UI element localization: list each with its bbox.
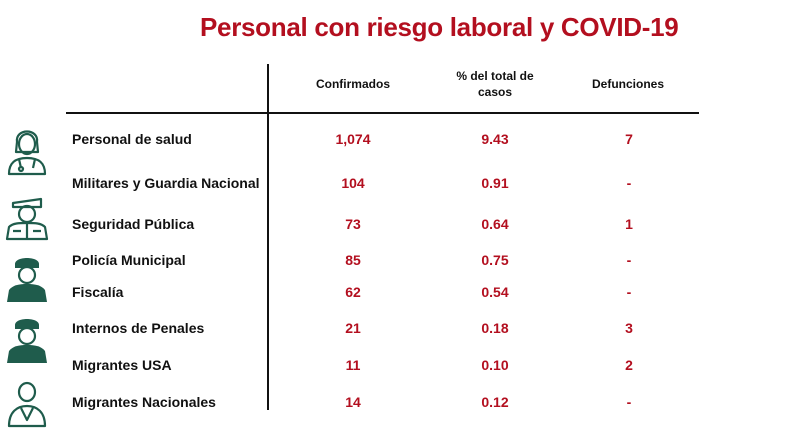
cell-defunciones: - xyxy=(626,394,632,410)
cell-pct: 0.18 xyxy=(481,320,509,336)
cell-confirmados: 104 xyxy=(341,175,365,191)
cell-confirmados: 14 xyxy=(345,394,361,410)
cell-confirmados: 62 xyxy=(345,284,361,300)
cell-defunciones: 3 xyxy=(625,320,633,336)
cell-confirmados: 85 xyxy=(345,252,361,268)
table-vertical-divider xyxy=(267,64,269,410)
cell-pct: 0.64 xyxy=(481,216,509,232)
page-title: Personal con riesgo laboral y COVID-19 xyxy=(200,12,679,42)
cell-pct: 9.43 xyxy=(481,131,509,147)
table-row: Personal de salud 1,074 9.43 7 xyxy=(0,124,800,154)
cell-pct: 0.75 xyxy=(481,252,509,268)
table-row: Migrantes USA 11 0.10 2 xyxy=(0,350,800,380)
cell-defunciones: 7 xyxy=(625,131,633,147)
cell-defunciones: - xyxy=(626,175,632,191)
row-label: Migrantes USA xyxy=(72,357,172,373)
cell-confirmados: 11 xyxy=(345,357,361,373)
row-label: Seguridad Pública xyxy=(72,216,195,232)
row-label: Fiscalía xyxy=(72,284,124,300)
table-row: Internos de Penales 21 0.18 3 xyxy=(0,313,800,343)
cell-pct: 0.91 xyxy=(481,175,509,191)
header-defunciones: Defunciones xyxy=(591,77,664,91)
row-label: Policía Municipal xyxy=(72,252,186,268)
row-label: Militares y Guardia Nacional xyxy=(72,175,260,191)
cell-confirmados: 1,074 xyxy=(335,131,371,147)
table-row: Seguridad Pública 73 0.64 1 xyxy=(0,209,800,239)
cell-defunciones: - xyxy=(626,284,632,300)
row-label: Internos de Penales xyxy=(72,320,205,336)
migrant-icon xyxy=(7,381,47,428)
military-officer-icon xyxy=(5,197,49,241)
health-worker-icon xyxy=(7,130,47,176)
cell-pct: 0.10 xyxy=(481,357,509,373)
table-row: Policía Municipal 85 0.75 - xyxy=(0,245,800,275)
cell-defunciones: 2 xyxy=(625,357,633,373)
cell-confirmados: 21 xyxy=(345,320,361,336)
table-row: Militares y Guardia Nacional 104 0.91 - xyxy=(0,168,800,198)
cell-pct: 0.54 xyxy=(481,284,509,300)
table-header-divider xyxy=(66,112,699,114)
police-officer-icon xyxy=(7,258,47,302)
cell-pct: 0.12 xyxy=(481,394,509,410)
cell-defunciones: - xyxy=(626,252,632,268)
header-confirmados: Confirmados xyxy=(315,77,390,91)
cell-defunciones: 1 xyxy=(625,216,633,232)
cell-confirmados: 73 xyxy=(345,216,361,232)
row-label: Personal de salud xyxy=(72,131,192,147)
table-row: Migrantes Nacionales 14 0.12 - xyxy=(0,387,800,417)
table-row: Fiscalía 62 0.54 - xyxy=(0,277,800,307)
header-pct-total: % del total de casos xyxy=(456,69,534,99)
row-label: Migrantes Nacionales xyxy=(72,394,216,410)
police-officer-icon xyxy=(7,319,47,363)
